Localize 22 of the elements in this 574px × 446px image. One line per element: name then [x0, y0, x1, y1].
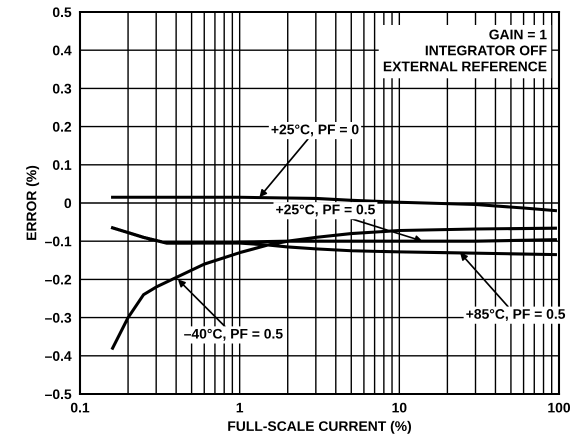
y-tick-label: 0.5 [52, 7, 72, 18]
annotation: GAIN = 1 INTEGRATOR OFF EXTERNAL REFERENCE [384, 30, 547, 72]
annotation: +25°C, PF = 0 [272, 124, 359, 136]
x-tick-label: 10 [392, 402, 406, 413]
y-axis-title: ERROR (%) [26, 166, 40, 240]
y-tick-label: 0.3 [52, 84, 72, 94]
y-tick-label: 0.4 [52, 46, 72, 56]
y-tick-label: –0.3 [45, 312, 72, 323]
y-tick-label: –0.1 [45, 236, 72, 246]
x-axis-title: FULL-SCALE CURRENT (%) [228, 420, 412, 434]
annotation: +25°C, PF = 0.5 [276, 204, 375, 216]
x-tick-label: 100 [548, 402, 570, 413]
annotation: –40°C, PF = 0.5 [184, 328, 283, 341]
y-tick-label: 0 [64, 198, 72, 208]
x-tick-label: 1 [236, 402, 244, 412]
annotation: +85°C, PF = 0.5 [466, 309, 566, 321]
y-tick-label: –0.4 [45, 351, 72, 361]
y-tick-label: –0.2 [45, 274, 72, 285]
y-tick-label: 0.2 [52, 122, 72, 132]
y-tick-label: –0.5 [45, 389, 72, 400]
x-tick-label: 0.1 [70, 402, 90, 413]
y-tick-label: 0.1 [52, 160, 72, 170]
